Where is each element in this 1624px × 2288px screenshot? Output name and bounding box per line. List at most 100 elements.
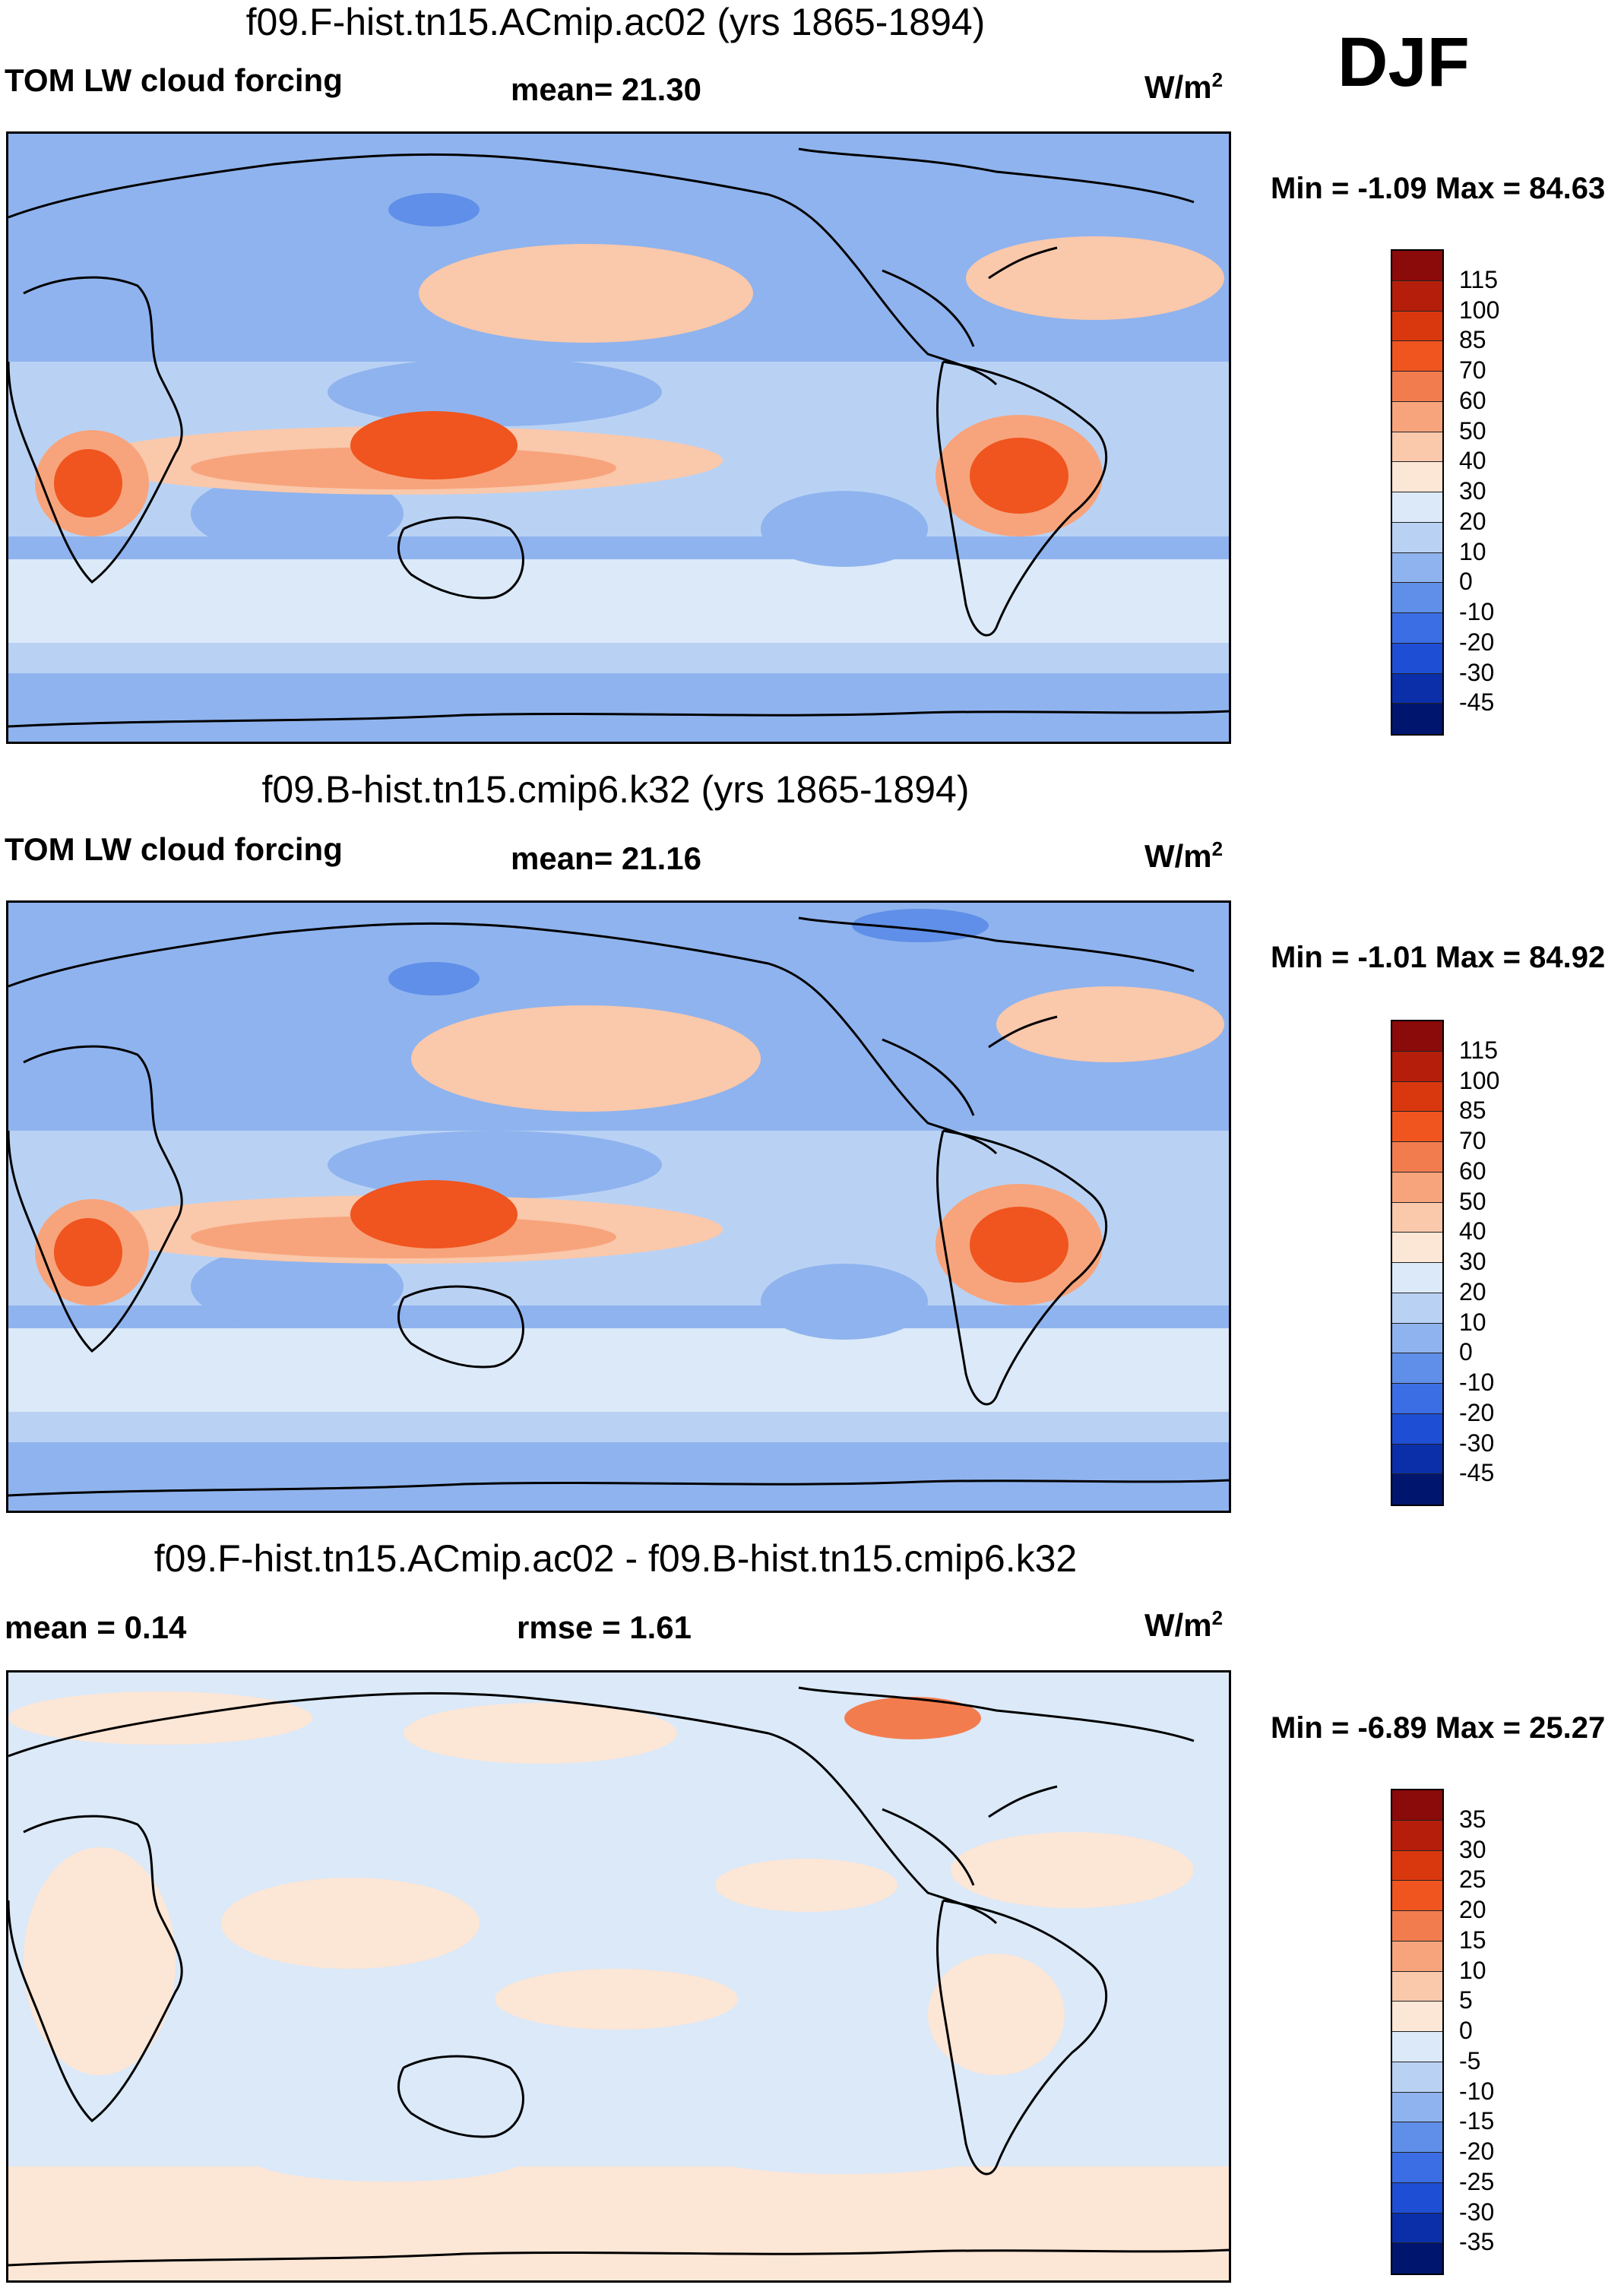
northern-coast: [8, 153, 998, 386]
colorbar-swatch: [1392, 1881, 1442, 1911]
amazon-convection-core: [970, 1207, 1068, 1283]
arctic-coast: [798, 916, 1195, 973]
colorbar-swatch: [1392, 522, 1442, 553]
season-label: DJF: [1338, 24, 1470, 101]
diff-cool-south-2: [692, 2128, 996, 2174]
southern-ocean-band: [8, 1412, 1229, 1442]
colorbar-tick-label: 30: [1459, 1835, 1486, 1863]
colorbar-tick-label: 100: [1459, 296, 1500, 324]
antarctica-coast: [8, 2248, 1229, 2267]
africa-convection-core: [54, 1218, 122, 1286]
diff-patch-1: [8, 1691, 312, 1745]
colorbar-swatch: [1392, 2243, 1442, 2274]
diff-patch-east-pacific: [715, 1859, 897, 1912]
australia-coast: [397, 1285, 524, 1369]
siberia-low: [388, 962, 480, 995]
south-america-coast: [936, 1899, 1108, 2176]
colorbar-tick-label: 20: [1459, 507, 1486, 535]
colorbar-tick-label: 25: [1459, 1866, 1486, 1894]
colorbar-swatch: [1392, 1941, 1442, 1972]
diff-cool-south-1: [252, 2136, 525, 2182]
colorbar-swatch: [1392, 643, 1442, 674]
colorbar-swatch: [1392, 2062, 1442, 2093]
colorbar-swatch: [1392, 1474, 1442, 1505]
colorbar-tick-label: 5: [1459, 1986, 1473, 2014]
colorbar-swatch: [1392, 462, 1442, 492]
colorbar-swatch: [1392, 673, 1442, 704]
diff-arctic-max: [844, 1697, 981, 1739]
diff-patch-amazon: [928, 1954, 1065, 2075]
northern-coast: [8, 922, 998, 1155]
panel-3-minmax: Min = -6.89 Max = 25.27: [1271, 1711, 1606, 1745]
coastlines: [8, 916, 1229, 1497]
panel-2-minmax: Min = -1.01 Max = 84.92: [1271, 941, 1606, 974]
north-atlantic-storm-track: [996, 986, 1224, 1062]
panel-2-variable-label: TOM LW cloud forcing: [5, 831, 343, 867]
colorbar-tick-label: -30: [1459, 1429, 1495, 1457]
colorbar-swatch: [1392, 401, 1442, 432]
indian-dry-zone: [191, 1245, 404, 1328]
north-pacific-storm-track: [411, 1005, 761, 1112]
colorbar-swatch: [1392, 583, 1442, 613]
colorbar-swatch: [1392, 251, 1442, 281]
colorbar-swatch: [1392, 1202, 1442, 1233]
colorbar-tick-label: 40: [1459, 1217, 1486, 1245]
colorbar-swatch: [1392, 1971, 1442, 2002]
panel-1-map-svg: [8, 134, 1229, 742]
diff-patch-pacific: [495, 1969, 738, 2030]
colorbar-swatch: [1392, 1790, 1442, 1821]
colorbar-swatch: [1392, 1263, 1442, 1293]
diff-patch-africa: [24, 1847, 176, 2075]
colorbar-tick-label: 30: [1459, 477, 1486, 505]
panel-3-map-svg: [8, 1672, 1229, 2280]
panel-1-title: f09.F-hist.tn15.ACmip.ac02 (yrs 1865-189…: [245, 1, 986, 43]
colorbar-swatch: [1392, 1051, 1442, 1082]
colorbar-tick-label: -10: [1459, 2077, 1495, 2105]
colorbar-tick-label: 40: [1459, 447, 1486, 475]
antarctica-coast: [8, 1479, 1229, 1497]
colorbar-swatch: [1392, 372, 1442, 402]
colorbar-tick-label: -20: [1459, 1398, 1495, 1426]
se-pacific-dry-zone: [761, 1264, 928, 1340]
diff-band-south: [8, 2166, 1229, 2280]
panel-1-map[interactable]: [6, 131, 1231, 744]
colorbar-tick-label: 10: [1459, 1956, 1486, 1984]
colorbar-tick-label: 10: [1459, 537, 1486, 565]
colorbar-tick-label: 115: [1459, 265, 1499, 293]
colorbar-tick-label: -15: [1459, 2107, 1495, 2135]
panel-1-minmax: Min = -1.09 Max = 84.63: [1271, 172, 1606, 205]
colorbar-tick-label: -20: [1459, 628, 1495, 656]
panel-2-map[interactable]: [6, 900, 1231, 1513]
colorbar-tick-label: -45: [1459, 688, 1495, 717]
coastlines: [8, 1686, 1229, 2267]
south-america-coast: [936, 1129, 1108, 1406]
colorbar-tick-label: -5: [1459, 2046, 1481, 2074]
colorbar-tick-label: 60: [1459, 386, 1486, 414]
colorbar-tick-label: -10: [1459, 598, 1495, 625]
colorbar-tick-label: 10: [1459, 1308, 1486, 1336]
colorbar-tick-label: 85: [1459, 1097, 1486, 1125]
panel-3-map[interactable]: [6, 1670, 1231, 2283]
africa-coast: [8, 1815, 183, 2122]
colorbar-swatch: [1392, 492, 1442, 523]
panel-2-map-svg: [8, 903, 1229, 1511]
panel-2-unit-label: W/m2: [1144, 837, 1224, 874]
north-america-east: [988, 1015, 1058, 1049]
siberia-low: [388, 193, 480, 226]
colorbar-tick-label: 0: [1459, 1338, 1473, 1366]
south-america-coast: [936, 360, 1108, 637]
colorbar-tick-label: 50: [1459, 1187, 1486, 1215]
colorbar-swatch: [1392, 1413, 1442, 1445]
panel-2-mean-label: mean= 21.16: [511, 840, 702, 876]
north-america-east: [988, 1785, 1058, 1818]
colorbar-swatch: [1392, 1444, 1442, 1475]
north-pacific-storm-track: [419, 244, 753, 343]
colorbar-tick-label: -30: [1459, 2198, 1495, 2226]
colorbar-swatch: [1392, 1142, 1442, 1172]
se-pacific-dry-zone: [761, 491, 928, 567]
australia-coast: [397, 2055, 524, 2138]
colorbar-swatch: [1392, 2153, 1442, 2183]
panel-3-colorbar: [1391, 1789, 1444, 2275]
colorbar-tick-label: 30: [1459, 1248, 1486, 1275]
colorbar-swatch: [1392, 2002, 1442, 2032]
